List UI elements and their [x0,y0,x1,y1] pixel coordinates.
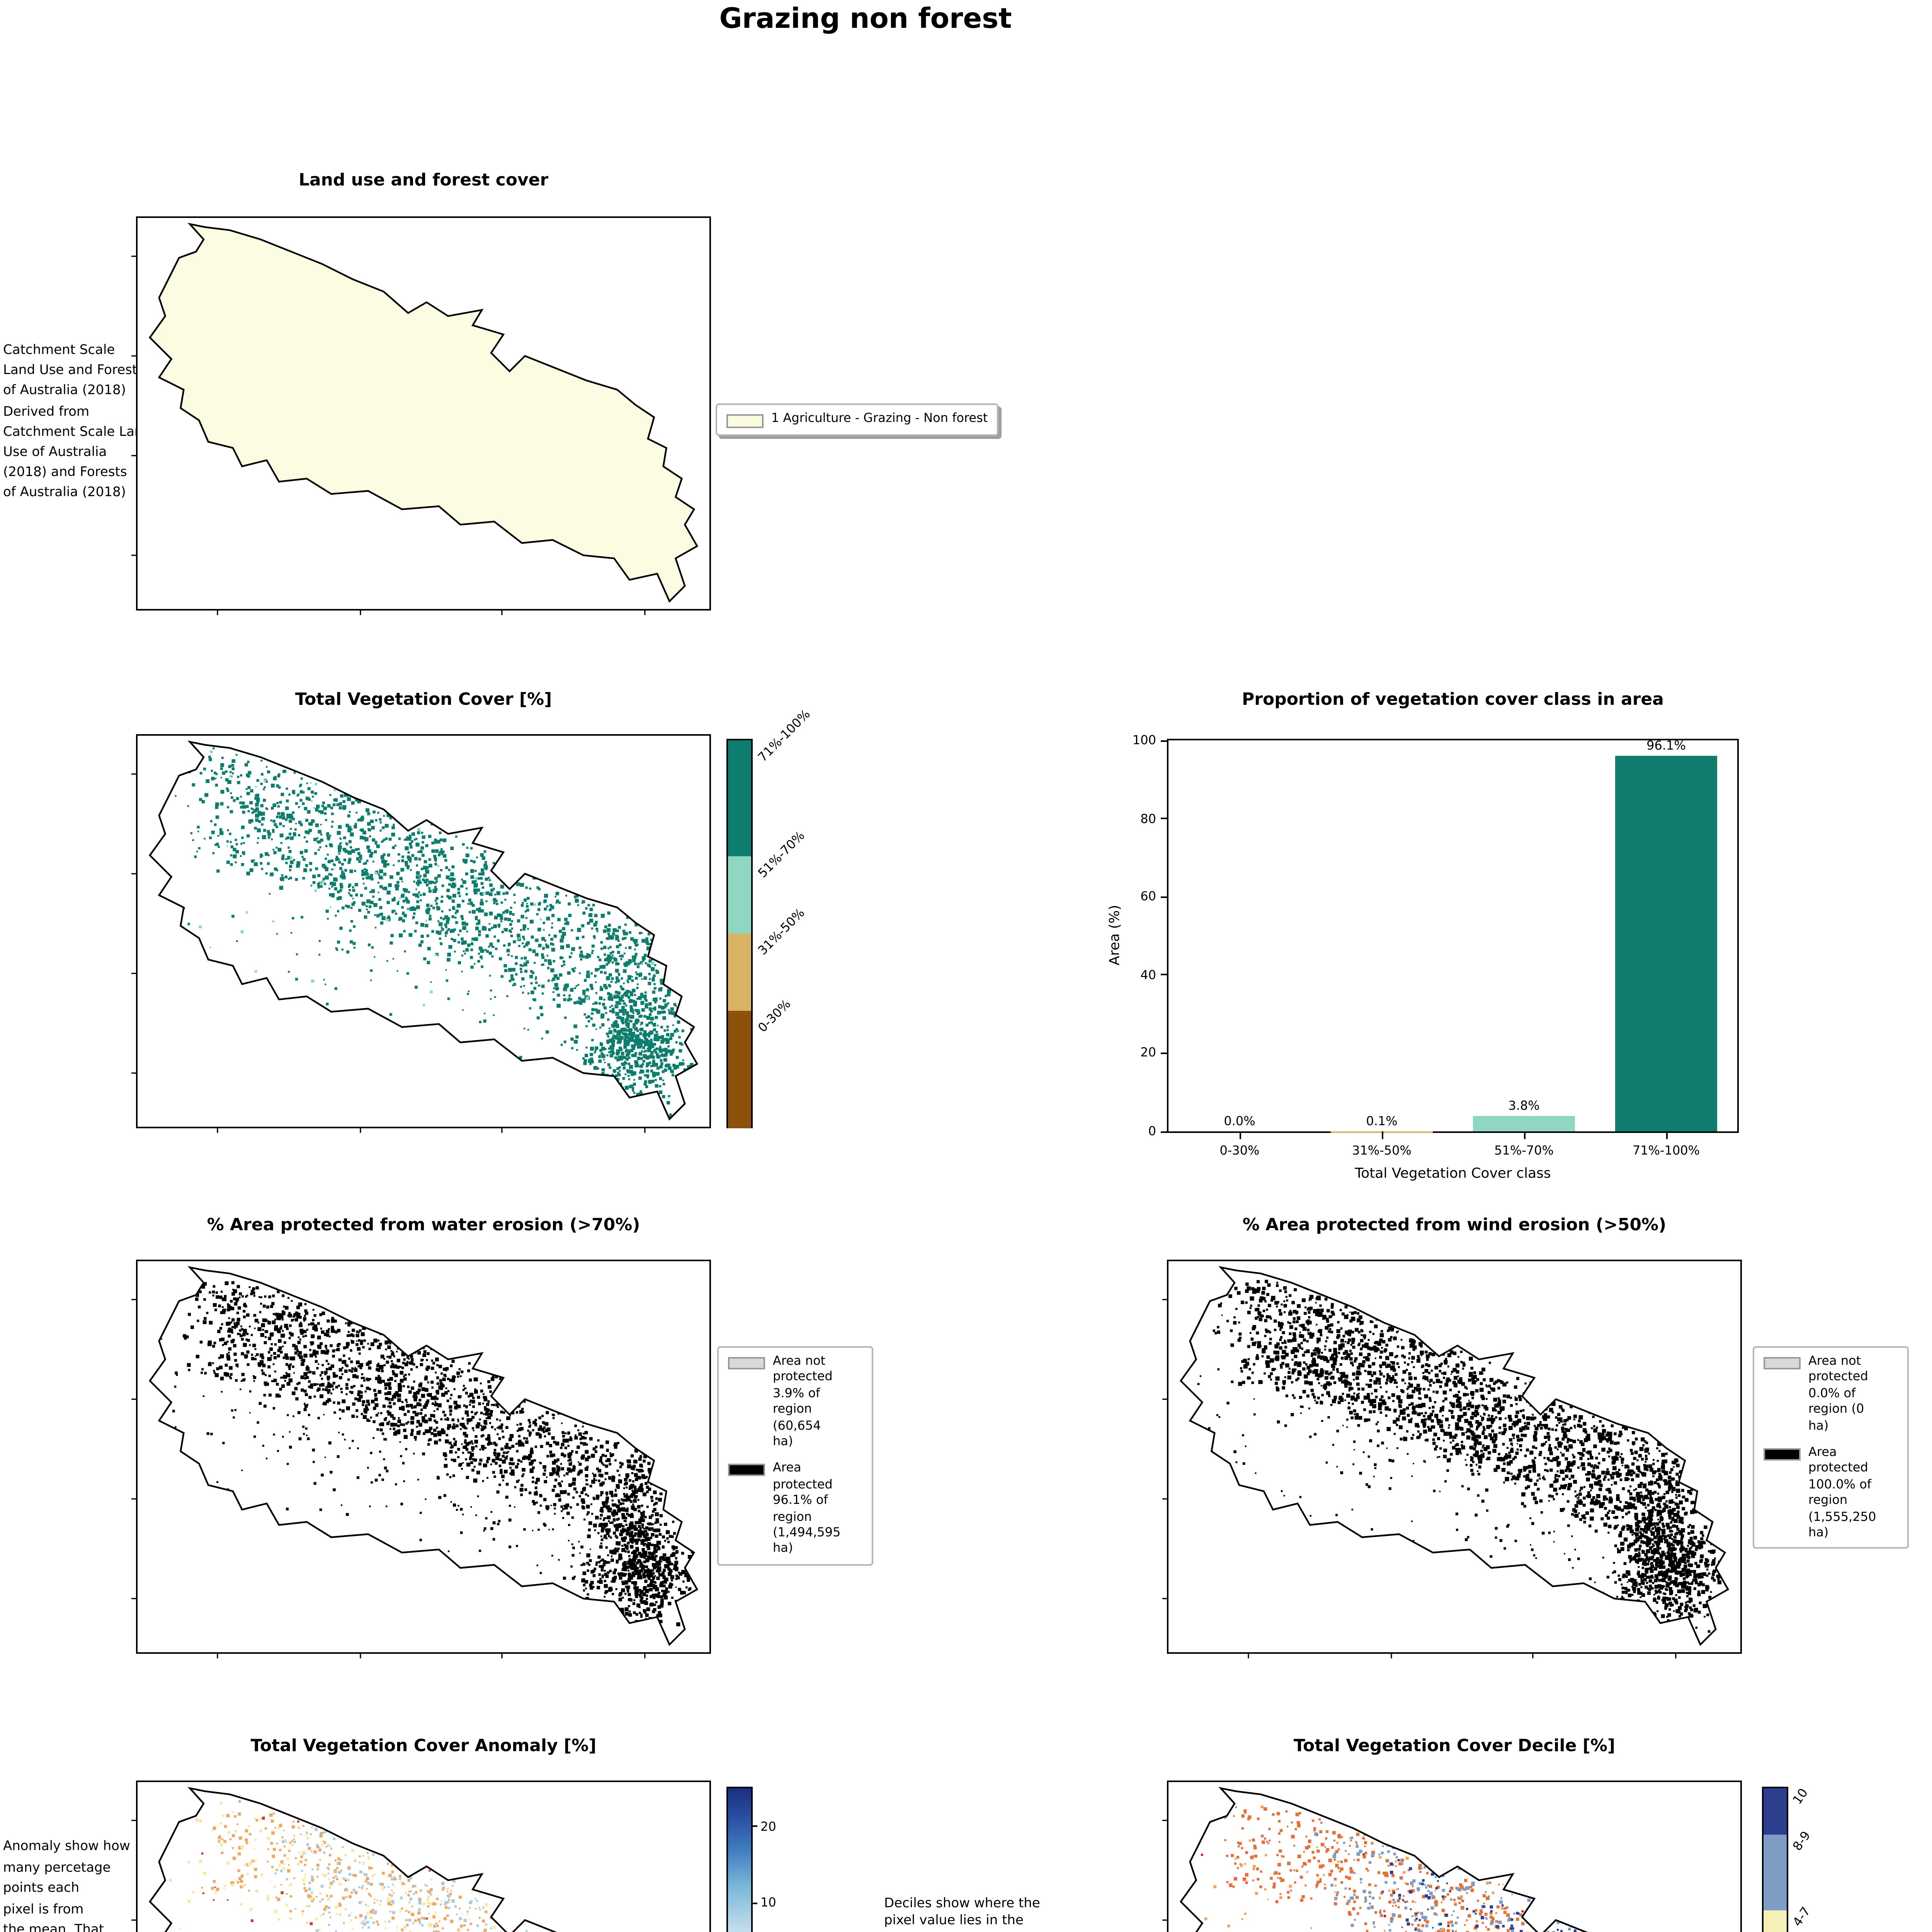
x-axis-tick-label: 31%-50% [1352,1144,1412,1158]
x-axis-tick [1239,1131,1240,1139]
colorbar-label: 10 [1790,1786,1811,1807]
anomaly-title: Total Vegetation Cover Anomaly [%] [250,1736,597,1756]
y-axis-tick [1161,740,1168,741]
legend-entry: Area not protected 3.9% of region (60,65… [728,1354,862,1450]
y-axis-tick [1161,1052,1168,1054]
landuse-legend-swatch [726,414,764,428]
proportion-chart-ylabel: Area (%) [1108,905,1124,966]
legend-entry: Area protected 96.1% of region (1,494,59… [728,1461,862,1557]
landuse-title: Land use and forest cover [298,170,549,190]
colorbar-segment [1764,1788,1787,1835]
colorbar-tick-label: 10 [760,1896,776,1910]
y-axis-tick [1161,974,1168,976]
landuse-map [131,216,711,615]
y-axis-tick [1161,818,1168,820]
colorbar-label: 51%-70% [755,828,808,881]
y-axis-tick-label: 80 [1140,811,1156,826]
decile-title: Total Vegetation Cover Decile [%] [1293,1736,1616,1756]
vegcover-colorbar: 71%-100% 51%-70% 31%-50% 0-30% [726,707,813,1128]
y-axis-tick [1161,1131,1168,1132]
x-axis-tick [1381,1131,1383,1139]
colorbar-segment [1764,1910,1787,1932]
colorbar-label: 31%-50% [755,906,808,958]
colorbar-segment [1764,1834,1787,1912]
bar-value-label: 0.1% [1366,1114,1398,1128]
y-axis-tick-label: 20 [1140,1046,1156,1060]
not-protected-swatch [1764,1357,1801,1369]
decile-colorbar: 108-94-72-31 [1762,1786,1813,1932]
y-axis-tick-label: 40 [1140,968,1156,982]
not-protected-label: Area not protected 0.0% of region (0 ha) [1808,1354,1868,1432]
y-axis-tick-label: 100 [1132,733,1156,747]
bar-71%-100% [1615,755,1718,1131]
protected-swatch [728,1464,765,1477]
wind-erosion-title: % Area protected from wind erosion (>50%… [1242,1215,1667,1235]
page-title: Grazing non forest [719,3,1012,36]
water-erosion-legend: Area not protected 3.9% of region (60,65… [717,1346,873,1565]
x-axis-tick-label: 51%-70% [1494,1144,1554,1158]
legend-entry: Area not protected 0.0% of region (0 ha) [1764,1354,1898,1434]
colorbar-segment [728,740,751,857]
colorbar-tick [751,1825,757,1827]
colorbar-label: 0-30% [755,997,794,1035]
wind-erosion-map [1162,1260,1742,1658]
proportion-chart-title: Proportion of vegetation cover class in … [1242,689,1664,709]
colorbar-label: 4-7 [1790,1904,1813,1929]
colorbar-segment [728,934,751,1012]
landuse-legend: 1 Agriculture - Grazing - Non forest [716,403,999,436]
bar-value-label: 3.8% [1508,1099,1540,1114]
legend-entry: Area protected 100.0% of region (1,555,2… [1764,1445,1898,1541]
colorbar-segment [728,1011,751,1128]
not-protected-label: Area not protected 3.9% of region (60,65… [773,1354,833,1448]
water-erosion-title: % Area protected from water erosion (>70… [207,1215,640,1235]
bar-value-label: 96.1% [1646,738,1686,753]
legend-entry: 1 Agriculture - Grazing - Non forest [726,411,988,428]
bar-51%-70% [1473,1116,1575,1131]
protected-swatch [1764,1448,1801,1461]
bar-value-label: 0.0% [1224,1114,1255,1128]
vegcover-map [131,734,711,1133]
proportion-chart-xlabel: Total Vegetation Cover class [1355,1167,1551,1182]
y-axis-tick-label: 60 [1140,889,1156,904]
decile-map [1162,1781,1742,1932]
not-protected-swatch [728,1357,765,1369]
y-axis-tick [1161,896,1168,898]
protected-label: Area protected 100.0% of region (1,555,2… [1808,1445,1876,1539]
y-axis-tick-label: 0 [1148,1124,1156,1138]
water-erosion-map [131,1260,711,1658]
x-axis-tick [1665,1131,1667,1139]
wind-erosion-legend: Area not protected 0.0% of region (0 ha)… [1753,1346,1909,1549]
colorbar-label: 71%-100% [755,707,813,765]
protected-label: Area protected 96.1% of region (1,494,59… [773,1461,841,1556]
proportion-chart-plot: 0 20 40 60 80 100 0.0% 0-30% 0.1% 31%-50% 3.8% 51%-… [1133,733,1739,1158]
x-axis-tick-label: 0-30% [1219,1144,1260,1158]
x-axis-tick-label: 71%-100% [1632,1144,1700,1158]
colorbar-segment [728,856,751,934]
landuse-legend-label: 1 Agriculture - Grazing - Non forest [771,411,988,425]
landuse-caption: Catchment Scale Land Use and Forests of … [3,343,151,501]
colorbar-tick-label: 20 [760,1819,776,1833]
anomaly-caption: Anomaly show how many percetage points e… [3,1839,130,1932]
colorbar-tick [751,1902,757,1904]
anomaly-map [131,1781,711,1932]
vegcover-title: Total Vegetation Cover [%] [295,689,552,709]
decile-caption: Deciles show where the pixel value lies … [884,1896,1040,1932]
x-axis-tick [1523,1131,1525,1139]
anomaly-colorbar: 20100−10−20 [726,1787,776,1932]
colorbar-label: 8-9 [1790,1828,1813,1853]
